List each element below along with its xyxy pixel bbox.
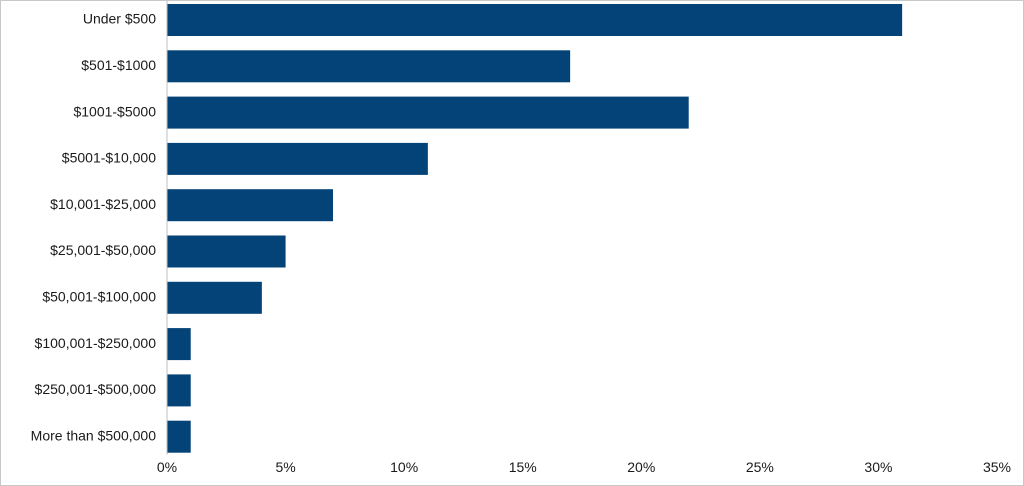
x-tick-label-6: 30%: [864, 459, 892, 475]
category-label-0: Under $500: [83, 11, 156, 27]
bar-1: [167, 50, 571, 83]
category-label-5: $25,001-$50,000: [50, 242, 156, 258]
bar-5: [167, 235, 286, 268]
category-label-2: $1001-$5000: [73, 103, 156, 119]
bar-2: [167, 96, 689, 129]
x-tick-label-2: 10%: [390, 459, 418, 475]
category-label-6: $50,001-$100,000: [42, 289, 156, 305]
category-label-3: $5001-$10,000: [62, 150, 156, 166]
x-tick-label-3: 15%: [509, 459, 537, 475]
category-label-4: $10,001-$25,000: [50, 196, 156, 212]
bar-9: [167, 420, 191, 453]
bar-7: [167, 328, 191, 361]
x-tick-label-7: 35%: [983, 459, 1011, 475]
category-labels-group: Under $500 $501-$1000 $1001-$5000 $5001-$10…: [31, 11, 157, 444]
x-tick-label-4: 20%: [627, 459, 655, 475]
bar-6: [167, 281, 262, 314]
bar-8: [167, 374, 191, 407]
x-tick-label-5: 25%: [746, 459, 774, 475]
category-label-9: More than $500,000: [31, 427, 157, 443]
category-label-1: $501-$1000: [81, 57, 156, 73]
bar-0: [167, 4, 903, 36]
x-tick-label-0: 0%: [157, 459, 177, 475]
bars-group: [167, 4, 903, 453]
x-tick-label-1: 5%: [275, 459, 295, 475]
category-label-7: $100,001-$250,000: [35, 335, 157, 351]
x-tick-labels-group: 0% 5% 10% 15% 20% 25% 30% 35%: [157, 459, 1011, 475]
bar-3: [167, 142, 428, 175]
bar-4: [167, 189, 333, 222]
category-label-8: $250,001-$500,000: [35, 381, 157, 397]
